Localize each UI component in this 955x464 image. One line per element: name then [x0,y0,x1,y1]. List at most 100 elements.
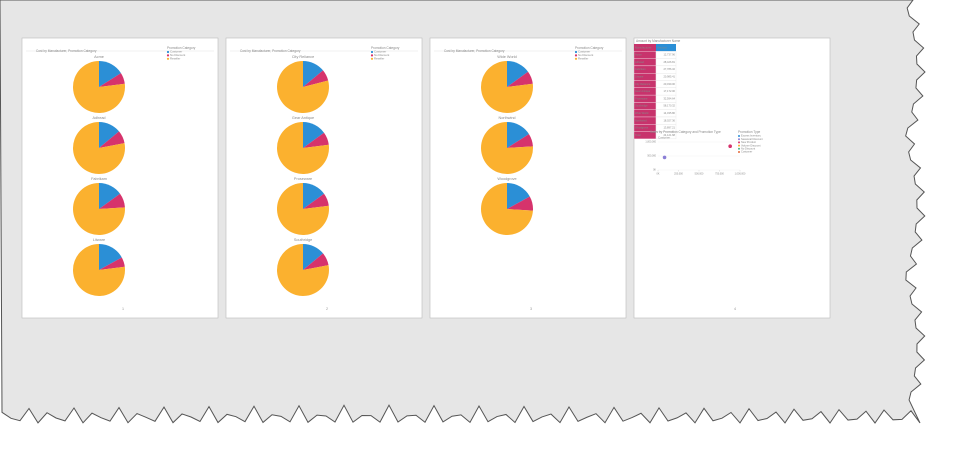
legend-swatch [738,141,740,144]
pie-slice [303,183,325,209]
pie-slice [303,132,329,148]
legend-swatch [370,54,374,57]
row-value: 32,594.64 [663,96,675,100]
pie-slice [303,193,329,209]
pie-title: Acme [94,55,104,59]
pie-slice [481,61,533,113]
legend-item: Reseller [578,57,588,61]
page-number: 1 [122,307,124,311]
x-tick-label: 500,000 [695,173,704,176]
pie-slice [480,122,533,174]
row-value: 27,786.32 [663,67,675,71]
pie-title: Adhead [92,116,105,120]
x-tick-label: 0K [657,173,660,176]
page-number: 3 [530,307,532,311]
legend-item: Reseller [374,57,384,61]
y-tick-label: 500,000 [647,155,656,158]
pie-slice [507,196,533,211]
legend-swatch [738,144,740,147]
legend-item: Reseller [170,57,180,61]
row-value: 20,985.41 [663,75,675,79]
pie-slice [303,244,324,270]
row-value: 17,172.00 [663,89,675,93]
pie-slice [99,122,120,148]
legend-swatch [574,54,578,57]
pie-slice [99,257,125,270]
pie-slice [277,61,329,113]
report-page: 2 Cost by Manufacturer, Promotion Categor… [225,37,423,319]
scatter-point [662,155,667,160]
legend-swatch [738,138,740,141]
column-header: Manufacturer [635,45,652,49]
row-label: Total [635,133,641,137]
header-cell [656,44,676,52]
legend-swatch [738,135,740,137]
legend-swatch [738,147,740,150]
scatter-title: Sales by Promotion Category and Promotio… [650,130,721,134]
report-page: 4 Amount by Manufacturer Name Manufacturer… [633,37,831,319]
pie-slice [99,131,125,148]
legend-swatch [166,57,170,60]
legend-title: Promotion Category [167,46,196,50]
pie-slice [480,183,533,235]
row-label: Litware [635,75,644,79]
legend-swatch [738,151,740,153]
legend-item: Customer [170,50,182,54]
legend-item: Customer [374,50,386,54]
row-label: City Reliance [635,82,651,86]
legend-swatch [574,50,578,54]
pie-title: Woodgrove [497,177,516,181]
row-value: 14,035.80 [663,111,675,115]
row-value: 12,737.96 [663,53,675,57]
pie-slice [277,183,329,236]
pie-title: Proseware [294,177,312,181]
legend-swatch [574,57,578,60]
pie-title: Litware [93,238,105,242]
pie-slice [99,244,122,270]
pie-slice [303,253,329,270]
legend-item: Volume Discount [741,143,761,147]
row-label: Adhead [635,60,645,64]
row-value: 28,426.81 [663,60,675,64]
pie-slice [73,61,125,113]
legend-item: No Discount [741,146,755,150]
pie-title: Wide World [497,55,517,59]
pie-slice [72,183,125,235]
legend-item: Seasonal Discount [741,137,763,141]
legend-swatch [166,54,170,57]
row-value: 20,039.00 [663,82,675,86]
legend-item: No Discount [374,53,389,57]
pie-title: Northwind [498,116,515,120]
x-tick-label: 750,000 [715,173,724,176]
report-page: 3 Cost by Manufacturer, Promotion Categor… [429,37,627,319]
row-label: Southridge [635,104,648,108]
legend-swatch [370,50,374,54]
page-number: 4 [734,307,736,311]
pie-slice [277,122,329,174]
row-value: 24,121.68 [663,133,675,137]
table-title: Amount by Manufacturer Name [636,39,681,43]
pie-slice [303,61,324,87]
x-axis-label: Customer [658,136,670,140]
row-label: Woodgrove [635,126,649,130]
pie-slice [99,61,121,87]
legend-title: Promotion Type [738,130,760,134]
page-number: 2 [326,307,328,311]
pie-slice [99,73,125,87]
legend-item: Excess Inventory [741,134,761,138]
pie-slice [507,71,533,87]
legend-item: No Discount [170,53,185,57]
pie-title: Gear Antique [292,116,314,120]
pie-slice [99,183,121,209]
row-label: Gear Antique [635,89,651,93]
row-label: Fabrikam [635,67,646,71]
pie-slice [507,134,533,148]
column-header: Amount [657,45,667,49]
legend-item: Customer [578,50,590,54]
visual-title: Cost by Manufacturer, Promotion Category [444,49,505,53]
row-label: Proseware [635,96,648,100]
row-value: 13,897.21 [663,126,675,130]
x-tick-label: 250,000 [674,173,683,176]
scatter-point [728,144,732,148]
